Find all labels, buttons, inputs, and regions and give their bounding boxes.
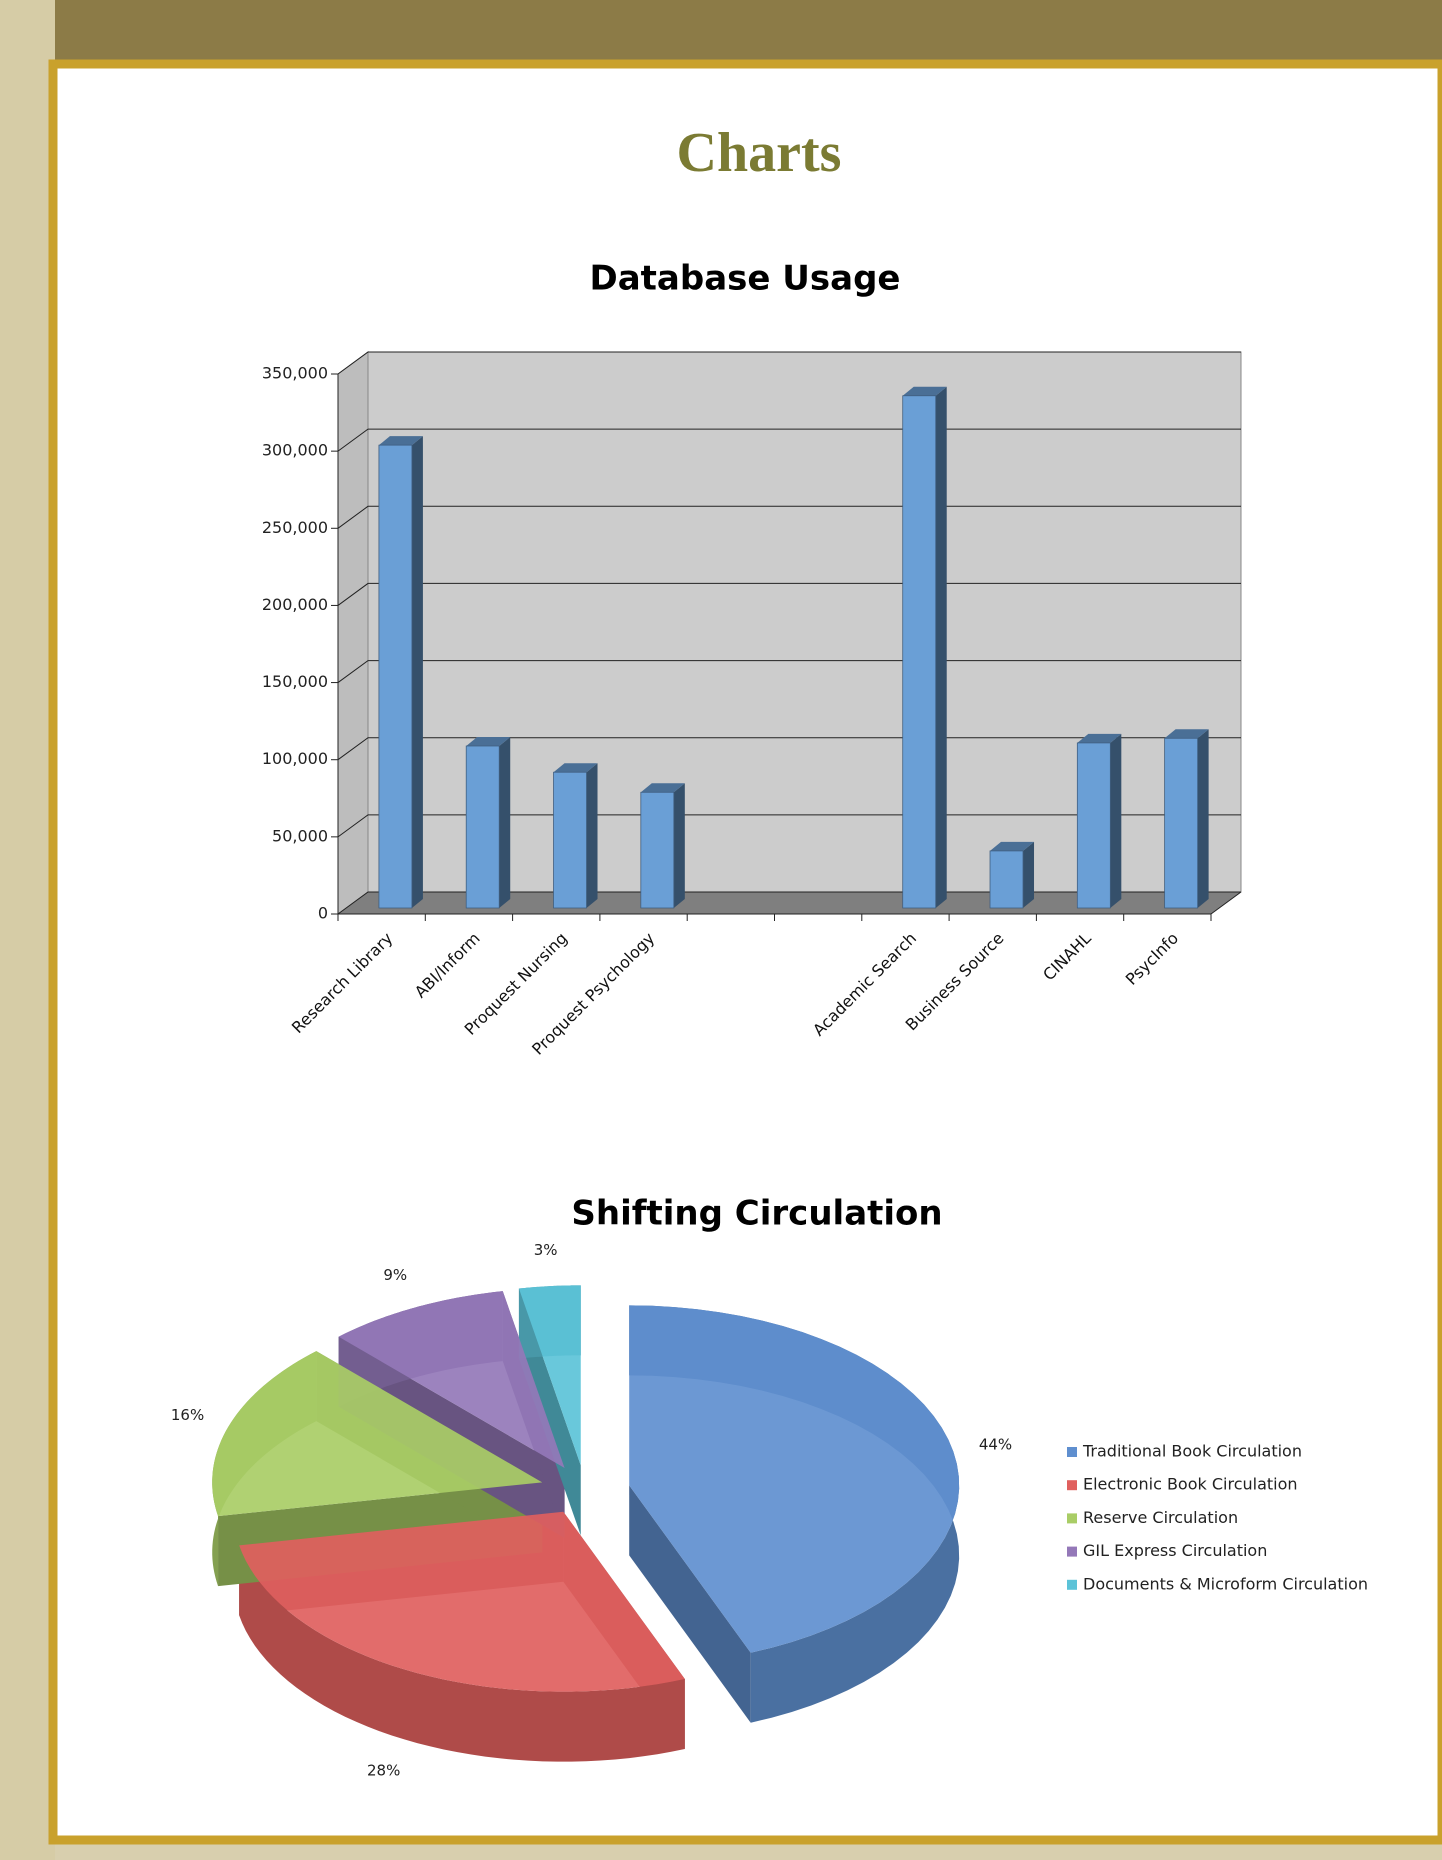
bar-side xyxy=(1198,729,1209,908)
bar-side xyxy=(936,387,947,908)
bar xyxy=(903,396,936,908)
page-canvas: Charts Database Usage Shifting Circulati… xyxy=(0,0,1442,1860)
bar-side xyxy=(1023,842,1034,908)
top-border-texture xyxy=(0,0,1442,60)
y-tick-label: 350,000 xyxy=(262,364,328,383)
chart-title: Database Usage xyxy=(590,259,901,299)
data-label: 28% xyxy=(367,1761,400,1779)
bar-side xyxy=(587,763,598,908)
data-label: 9% xyxy=(383,1266,407,1284)
bar-side xyxy=(674,783,685,908)
y-tick-label: 100,000 xyxy=(262,749,328,768)
legend-label: Electronic Book Circulation xyxy=(1083,1475,1298,1494)
bar xyxy=(554,772,587,908)
legend-label: Documents & Microform Circulation xyxy=(1083,1574,1368,1593)
legend-swatch xyxy=(1067,1513,1077,1523)
y-tick-label: 200,000 xyxy=(262,595,328,614)
bar-side xyxy=(1110,734,1121,908)
chart-title: Shifting Circulation xyxy=(571,1194,942,1234)
y-tick-label: 300,000 xyxy=(262,441,328,460)
bar xyxy=(466,746,499,908)
legend-label: Traditional Book Circulation xyxy=(1082,1442,1302,1461)
bar xyxy=(1165,738,1198,908)
bar-side xyxy=(499,737,510,908)
y-tick-label: 50,000 xyxy=(272,826,328,845)
y-tick-label: 0 xyxy=(318,904,328,923)
legend-swatch xyxy=(1067,1447,1077,1457)
bar xyxy=(641,792,674,908)
data-label: 16% xyxy=(171,1406,204,1424)
bar xyxy=(379,445,412,908)
plot-side-wall xyxy=(338,352,368,914)
legend-label: GIL Express Circulation xyxy=(1083,1541,1267,1560)
bar-side xyxy=(412,436,423,908)
legend-swatch xyxy=(1067,1480,1077,1490)
legend-label: Reserve Circulation xyxy=(1083,1508,1238,1527)
legend-swatch xyxy=(1067,1580,1077,1590)
data-label: 3% xyxy=(534,1241,558,1259)
bar xyxy=(990,851,1023,908)
page: {"page_title": "Charts", "chart_data": [… xyxy=(0,0,1442,1860)
legend-swatch xyxy=(1067,1547,1077,1557)
data-label: 44% xyxy=(979,1435,1012,1453)
bar xyxy=(1077,743,1110,908)
page-title: Charts xyxy=(677,122,842,184)
y-tick-label: 250,000 xyxy=(262,518,328,537)
y-tick-label: 150,000 xyxy=(262,672,328,691)
side-texture xyxy=(0,0,55,1860)
